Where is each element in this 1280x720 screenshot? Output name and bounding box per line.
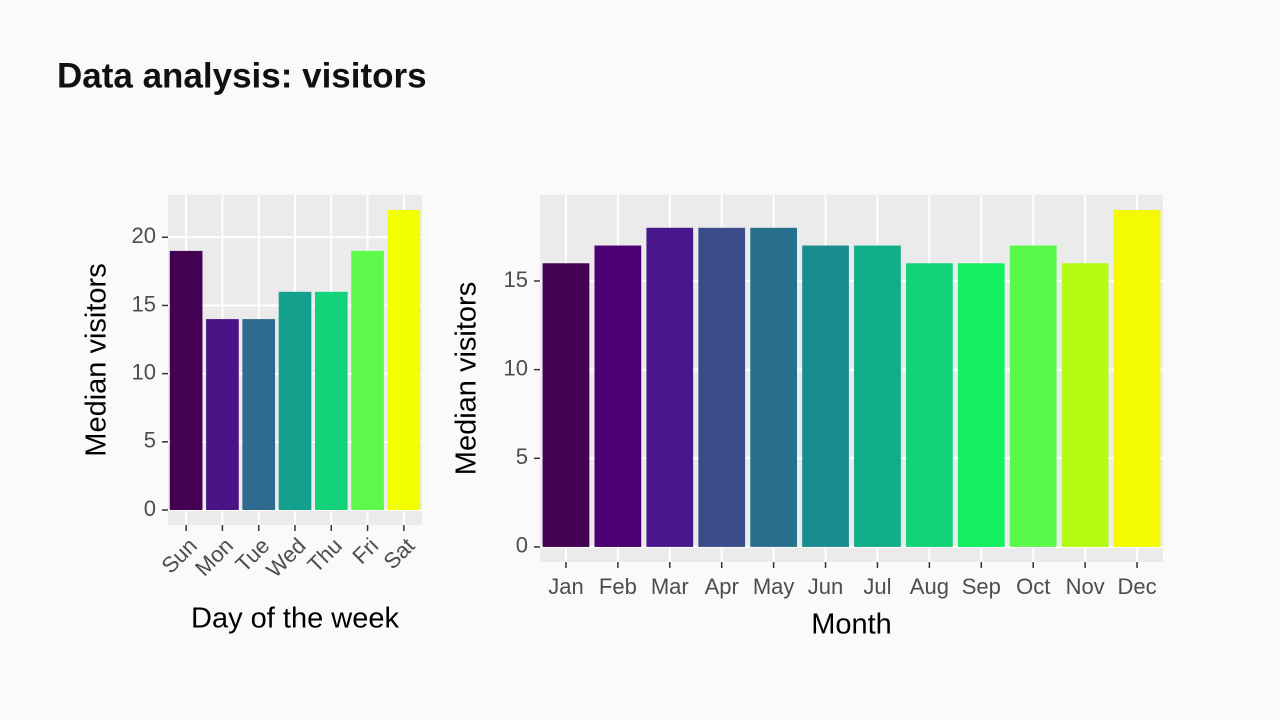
bar <box>387 210 421 510</box>
x-tick-label: Oct <box>1016 574 1050 599</box>
x-axis-title: Day of the week <box>191 603 399 635</box>
x-tick-label: Thu <box>302 533 346 577</box>
y-tick-label: 15 <box>132 291 156 316</box>
y-tick-label: 10 <box>504 355 528 380</box>
bar <box>278 291 312 510</box>
x-tick-label: May <box>753 574 795 599</box>
bar <box>1061 263 1109 547</box>
plot-panel <box>540 195 1163 562</box>
bar <box>206 319 239 510</box>
bar <box>1113 210 1161 547</box>
x-tick-label: Sep <box>962 574 1001 599</box>
x-tick-label: Jul <box>863 574 891 599</box>
y-tick-label: 0 <box>516 533 528 558</box>
bar <box>646 227 694 547</box>
y-tick-label: 0 <box>144 496 156 521</box>
bar <box>169 250 203 510</box>
y-tick-label: 10 <box>132 359 156 384</box>
bar <box>594 245 642 547</box>
x-tick-label: Jan <box>548 574 583 599</box>
bar <box>314 291 348 510</box>
y-tick-label: 5 <box>144 428 156 453</box>
bar <box>542 263 590 547</box>
bar <box>906 263 953 547</box>
bar <box>1009 245 1057 547</box>
bar <box>698 227 746 547</box>
bar <box>351 250 384 510</box>
slide-title: Data analysis: visitors <box>57 56 427 95</box>
x-tick-label: Aug <box>910 574 949 599</box>
x-axis-title: Month <box>811 609 892 641</box>
y-tick-label: 5 <box>516 444 528 469</box>
x-tick-label: Dec <box>1117 574 1156 599</box>
bar <box>957 263 1005 547</box>
bar <box>854 245 901 547</box>
y-tick-label: 20 <box>132 223 156 248</box>
y-tick-label: 15 <box>504 267 528 292</box>
x-tick-label: Sun <box>156 533 201 578</box>
x-tick-label: Feb <box>599 574 637 599</box>
x-tick-label: Jun <box>808 574 843 599</box>
bar <box>242 319 276 510</box>
x-tick-label: Sat <box>378 533 419 574</box>
y-axis-title: Median visitors <box>81 263 113 456</box>
x-tick-label: Mon <box>190 533 238 581</box>
x-tick-label: Mar <box>651 574 689 599</box>
x-tick-label: Fri <box>347 533 383 569</box>
x-tick-label: Nov <box>1066 574 1105 599</box>
y-axis-title: Median visitors <box>451 282 483 475</box>
x-tick-label: Apr <box>705 574 739 599</box>
bar <box>802 245 849 547</box>
bar <box>750 227 797 547</box>
